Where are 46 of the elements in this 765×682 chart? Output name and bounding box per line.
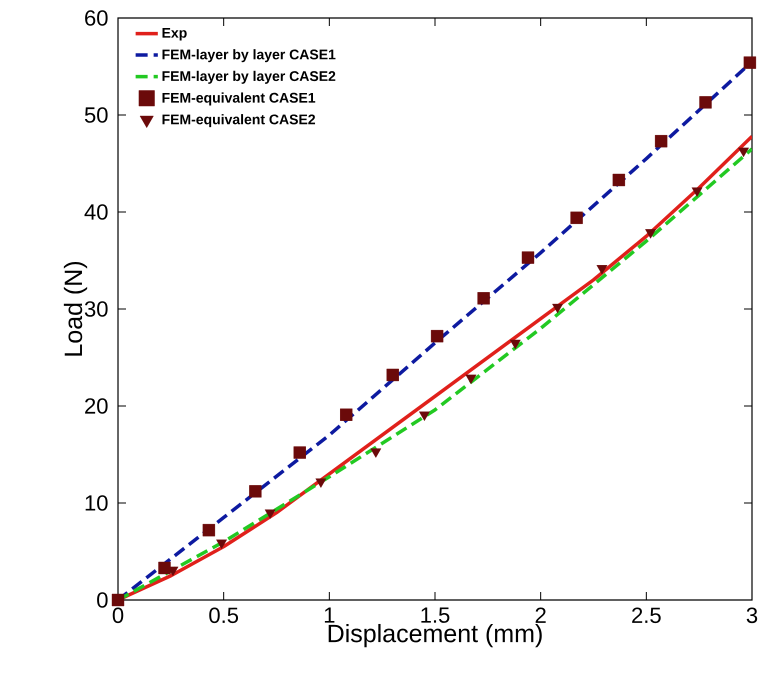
point bbox=[158, 562, 171, 574]
point bbox=[370, 448, 382, 458]
legend-label: FEM-equivalent CASE2 bbox=[162, 114, 316, 128]
x-tick-label: 2.5 bbox=[632, 608, 661, 624]
x-tick-label: 1.5 bbox=[421, 608, 450, 623]
legend-label: FEM-equivalent CASE1 bbox=[162, 92, 316, 106]
y-tick-label: 50 bbox=[84, 107, 108, 123]
x-tick-label: 3 bbox=[746, 608, 758, 624]
point bbox=[264, 509, 276, 519]
y-tick-label: 0 bbox=[97, 592, 108, 608]
point bbox=[596, 265, 608, 274]
x-tick-label: 0 bbox=[112, 608, 124, 624]
point bbox=[466, 374, 476, 384]
point bbox=[216, 540, 227, 549]
x-tick-label: 1 bbox=[324, 608, 334, 623]
y-tick-label: 40 bbox=[84, 204, 108, 220]
point bbox=[386, 368, 399, 382]
point bbox=[340, 408, 352, 421]
point bbox=[744, 56, 756, 69]
point bbox=[570, 212, 583, 224]
y-tick-label: 20 bbox=[85, 398, 108, 414]
legend-label: Exp bbox=[162, 28, 187, 41]
point bbox=[249, 485, 262, 498]
point bbox=[692, 187, 702, 197]
x-tick-label: 0.5 bbox=[209, 608, 238, 624]
point bbox=[430, 330, 444, 342]
point bbox=[699, 96, 712, 109]
point bbox=[612, 174, 626, 186]
point bbox=[645, 229, 656, 239]
x-tick-label: 2 bbox=[536, 608, 546, 623]
x-axis-title: Displacement (mm) bbox=[328, 624, 542, 648]
y-tick-label: 60 bbox=[85, 10, 108, 26]
legend-label: FEM-layer by layer CASE2 bbox=[162, 70, 336, 84]
legend-label: FEM-layer by layer CASE1 bbox=[162, 49, 336, 62]
point bbox=[202, 524, 216, 536]
y-tick-label: 10 bbox=[86, 495, 108, 511]
point bbox=[738, 148, 749, 158]
point bbox=[510, 340, 521, 350]
point bbox=[419, 412, 430, 421]
point bbox=[552, 304, 563, 314]
point bbox=[294, 446, 306, 459]
point bbox=[654, 134, 668, 148]
point bbox=[112, 594, 124, 606]
point bbox=[315, 478, 326, 488]
point bbox=[477, 292, 490, 305]
point bbox=[522, 251, 534, 264]
